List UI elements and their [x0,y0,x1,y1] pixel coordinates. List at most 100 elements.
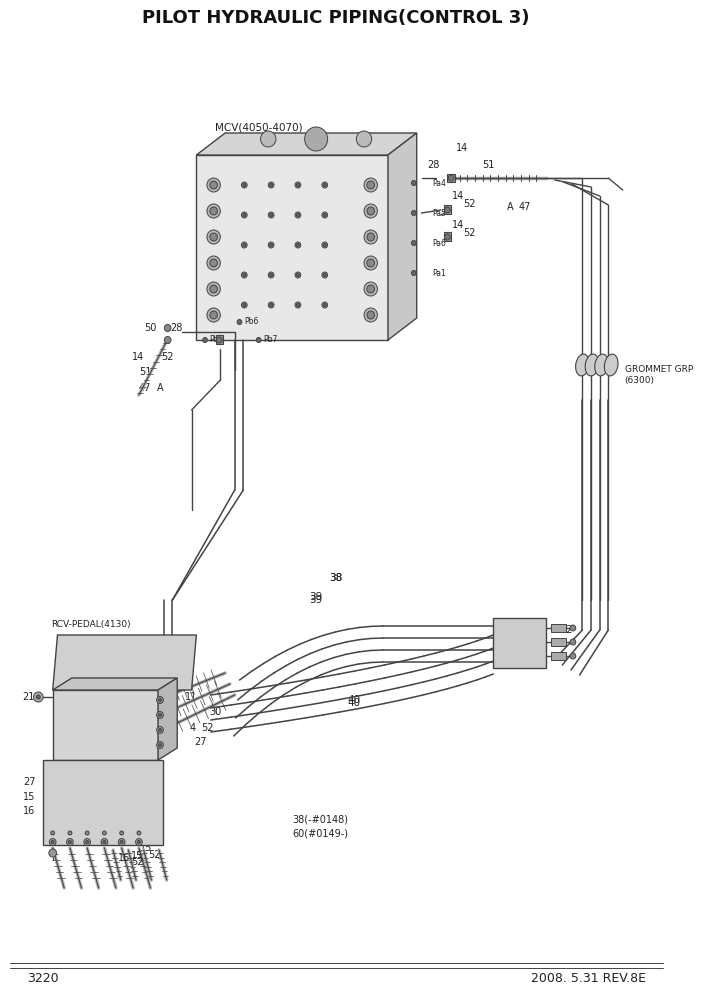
Text: 15: 15 [23,792,35,802]
Text: 47: 47 [519,202,531,212]
Text: GROMMET GRP
(6300): GROMMET GRP (6300) [625,365,693,385]
Text: 39: 39 [310,595,323,605]
Circle shape [324,213,326,216]
Circle shape [210,181,218,189]
Circle shape [101,838,108,845]
Text: 16: 16 [23,806,35,816]
Circle shape [322,182,328,188]
Circle shape [243,184,246,186]
Bar [447,174,455,182]
Circle shape [243,213,246,216]
Circle shape [216,337,223,343]
Circle shape [241,242,247,248]
Circle shape [270,184,272,186]
Text: 47: 47 [139,383,152,393]
Circle shape [203,337,207,342]
Circle shape [241,272,247,278]
Circle shape [411,240,416,245]
Circle shape [260,131,276,147]
Text: 4: 4 [190,723,196,733]
Circle shape [49,838,56,845]
Ellipse shape [585,354,599,376]
Circle shape [367,311,375,319]
Circle shape [207,230,220,244]
Bar [551,624,567,632]
Text: 40: 40 [348,698,361,708]
Circle shape [367,181,375,189]
Text: RCV-PEDAL(4130): RCV-PEDAL(4130) [51,621,131,630]
Bar [53,690,158,760]
Text: 51: 51 [139,367,152,377]
Circle shape [295,302,300,308]
Circle shape [364,178,378,192]
Text: 52: 52 [60,827,72,837]
Circle shape [51,840,54,843]
Circle shape [364,204,378,218]
Circle shape [270,304,272,307]
Text: Pb6: Pb6 [244,317,258,326]
Circle shape [449,175,454,181]
Text: 52: 52 [463,199,476,209]
Circle shape [364,308,378,322]
Text: 60(#0149-): 60(#0149-) [292,828,348,838]
Circle shape [210,285,218,293]
Circle shape [296,274,299,277]
Circle shape [367,207,375,215]
Text: 27: 27 [194,737,207,747]
Text: 38: 38 [329,573,342,583]
Circle shape [295,212,300,218]
Bar [444,232,451,241]
Text: 3220: 3220 [27,971,58,984]
Circle shape [322,212,328,218]
Text: 27: 27 [139,815,152,825]
Text: Pa5: Pa5 [432,208,446,217]
Polygon shape [197,133,417,155]
Circle shape [243,243,246,246]
Circle shape [157,711,164,718]
Circle shape [570,653,576,659]
Circle shape [207,308,220,322]
Circle shape [243,304,246,307]
Circle shape [157,741,164,749]
Text: 52: 52 [143,831,154,841]
Circle shape [120,840,123,843]
Circle shape [86,840,88,843]
Circle shape [367,233,375,241]
Text: 52: 52 [201,723,213,733]
Circle shape [157,696,164,703]
Ellipse shape [576,354,589,376]
Bar [551,638,567,646]
Polygon shape [53,635,197,690]
Text: Pa1: Pa1 [432,269,446,278]
Circle shape [322,242,328,248]
Circle shape [85,831,89,835]
Circle shape [270,274,272,277]
Circle shape [296,184,299,186]
Circle shape [103,840,106,843]
Text: 15: 15 [140,843,153,853]
Circle shape [120,831,124,835]
Text: 14: 14 [452,220,465,230]
Circle shape [270,243,272,246]
Text: A: A [157,383,164,393]
Text: A: A [508,202,514,212]
Circle shape [411,271,416,276]
Text: 52: 52 [463,228,476,238]
Circle shape [135,838,143,845]
Circle shape [268,272,274,278]
Circle shape [296,304,299,307]
Circle shape [324,274,326,277]
Bar [216,335,223,344]
Circle shape [210,207,218,215]
Circle shape [157,726,164,733]
Circle shape [241,212,247,218]
Circle shape [102,831,106,835]
Circle shape [268,182,274,188]
Text: Pa4: Pa4 [432,179,446,187]
Circle shape [268,242,274,248]
Circle shape [322,302,328,308]
Circle shape [256,337,261,342]
Text: PILOT HYDRAULIC PIPING(CONTROL 3): PILOT HYDRAULIC PIPING(CONTROL 3) [143,9,530,27]
Text: Pa6: Pa6 [432,238,446,247]
Ellipse shape [604,354,618,376]
